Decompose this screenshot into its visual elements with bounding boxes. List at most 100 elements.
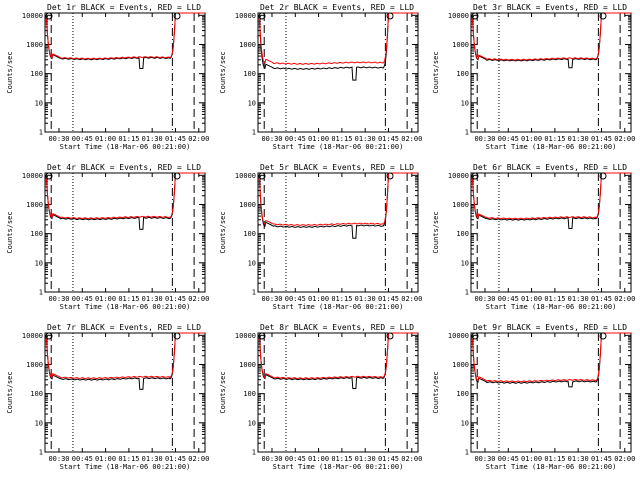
x-tick-label: 00:30 — [261, 135, 282, 143]
y-tick-label: 1000 — [26, 361, 43, 369]
x-axis-label: Start Time (18-Mar-06 00:21:00) — [273, 303, 404, 311]
panel-2: Det 2r BLACK = Events, RED = LLD 00:30 00:… — [219, 3, 422, 151]
x-tick-label: 01:45 — [165, 455, 186, 463]
x-tick-label: 01:00 — [308, 455, 329, 463]
x-axis-label: Start Time (18-Mar-06 00:21:00) — [273, 463, 404, 471]
x-tick-label: 00:30 — [474, 135, 495, 143]
x-tick-label: 01:15 — [544, 135, 565, 143]
x-tick-label: 01:30 — [355, 455, 376, 463]
y-axis-label: Counts/sec — [432, 371, 440, 413]
x-tick-label: 01:15 — [331, 135, 352, 143]
lld-series-line — [45, 12, 205, 60]
y-axis-label: Counts/sec — [6, 371, 14, 413]
lld-series-line — [471, 12, 631, 61]
x-tick-label: 01:00 — [308, 295, 329, 303]
panel-title: Det 6r BLACK = Events, RED = LLD — [473, 163, 627, 172]
events-series-line — [258, 332, 418, 389]
y-tick-label: 1000 — [239, 361, 256, 369]
x-tick-label: 01:15 — [118, 295, 139, 303]
panel-9: Det 9r BLACK = Events, RED = LLD 00:30 00:… — [432, 323, 635, 471]
x-tick-label: 01:00 — [95, 295, 116, 303]
saturation-marker — [45, 12, 53, 20]
y-axis-label: Counts/sec — [219, 371, 227, 413]
panel-5: Det 5r BLACK = Events, RED = LLD 00:30 00:… — [219, 163, 422, 311]
plot-frame — [257, 172, 419, 293]
x-axis-label: Start Time (18-Mar-06 00:21:00) — [273, 143, 404, 151]
events-series-line — [471, 332, 631, 388]
events-series-line — [258, 12, 418, 81]
y-tick-label: 1 — [39, 129, 43, 137]
x-tick-label: 01:15 — [544, 295, 565, 303]
x-tick-label: 02:00 — [188, 295, 209, 303]
x-tick-label: 01:00 — [308, 135, 329, 143]
x-tick-label: 01:00 — [95, 455, 116, 463]
x-tick-label: 02:00 — [401, 455, 422, 463]
y-tick-label: 10 — [248, 259, 256, 267]
x-tick-label: 01:45 — [591, 295, 612, 303]
y-tick-label: 10 — [248, 419, 256, 427]
y-tick-label: 1 — [39, 289, 43, 297]
plot-frame — [470, 172, 632, 293]
x-tick-label: 02:00 — [401, 135, 422, 143]
y-tick-label: 100 — [30, 230, 43, 238]
y-tick-label: 10 — [461, 259, 469, 267]
saturation-marker — [599, 172, 607, 180]
x-tick-label: 01:30 — [142, 295, 163, 303]
saturation-marker — [599, 332, 607, 340]
x-tick-label: 01:15 — [331, 455, 352, 463]
x-tick-label: 01:45 — [165, 295, 186, 303]
y-tick-label: 100 — [30, 70, 43, 78]
y-tick-label: 1000 — [452, 41, 469, 49]
panel-8: Det 8r BLACK = Events, RED = LLD 00:30 00:… — [219, 323, 422, 471]
panel-title: Det 2r BLACK = Events, RED = LLD — [260, 3, 414, 12]
y-tick-label: 10000 — [22, 172, 43, 180]
saturation-marker — [45, 332, 53, 340]
y-tick-label: 100 — [456, 390, 469, 398]
y-tick-label: 100 — [456, 230, 469, 238]
panel-title: Det 9r BLACK = Events, RED = LLD — [473, 323, 627, 332]
x-tick-label: 01:15 — [118, 135, 139, 143]
x-tick-label: 01:30 — [355, 295, 376, 303]
x-axis-label: Start Time (18-Mar-06 00:21:00) — [60, 463, 191, 471]
events-series-line — [45, 12, 205, 69]
x-axis-label: Start Time (18-Mar-06 00:21:00) — [486, 303, 617, 311]
y-tick-label: 10 — [461, 419, 469, 427]
x-tick-label: 00:45 — [498, 455, 519, 463]
events-series-line — [471, 172, 631, 229]
x-tick-label: 01:15 — [331, 295, 352, 303]
panel-7: Det 7r BLACK = Events, RED = LLD 00:30 00:… — [6, 323, 209, 471]
x-tick-label: 01:00 — [95, 135, 116, 143]
saturation-marker — [258, 332, 266, 340]
y-tick-label: 10000 — [448, 172, 469, 180]
saturation-marker — [471, 172, 479, 180]
x-tick-label: 01:00 — [521, 295, 542, 303]
x-tick-label: 00:45 — [285, 135, 306, 143]
saturation-marker — [45, 172, 53, 180]
x-tick-label: 00:30 — [48, 455, 69, 463]
y-axis-label: Counts/sec — [432, 51, 440, 93]
y-tick-label: 1 — [252, 289, 256, 297]
saturation-marker — [471, 12, 479, 20]
panel-title: Det 7r BLACK = Events, RED = LLD — [47, 323, 201, 332]
x-tick-label: 00:30 — [48, 295, 69, 303]
panel-1: Det 1r BLACK = Events, RED = LLD 00:30 00:… — [6, 3, 209, 151]
x-tick-label: 02:00 — [188, 135, 209, 143]
x-tick-label: 01:30 — [142, 135, 163, 143]
x-tick-label: 00:45 — [72, 135, 93, 143]
y-tick-label: 10000 — [235, 12, 256, 20]
y-tick-label: 10000 — [22, 12, 43, 20]
y-tick-label: 10 — [35, 259, 43, 267]
x-tick-label: 02:00 — [401, 295, 422, 303]
x-tick-label: 01:30 — [142, 455, 163, 463]
saturation-marker — [471, 332, 479, 340]
y-axis-label: Counts/sec — [219, 211, 227, 253]
saturation-marker — [258, 172, 266, 180]
y-tick-label: 10 — [461, 99, 469, 107]
x-tick-label: 00:30 — [261, 455, 282, 463]
plot-frame — [44, 172, 206, 293]
panel-3: Det 3r BLACK = Events, RED = LLD 00:30 00:… — [432, 3, 635, 151]
x-tick-label: 00:45 — [498, 295, 519, 303]
y-tick-label: 1 — [465, 129, 469, 137]
panel-title: Det 8r BLACK = Events, RED = LLD — [260, 323, 414, 332]
